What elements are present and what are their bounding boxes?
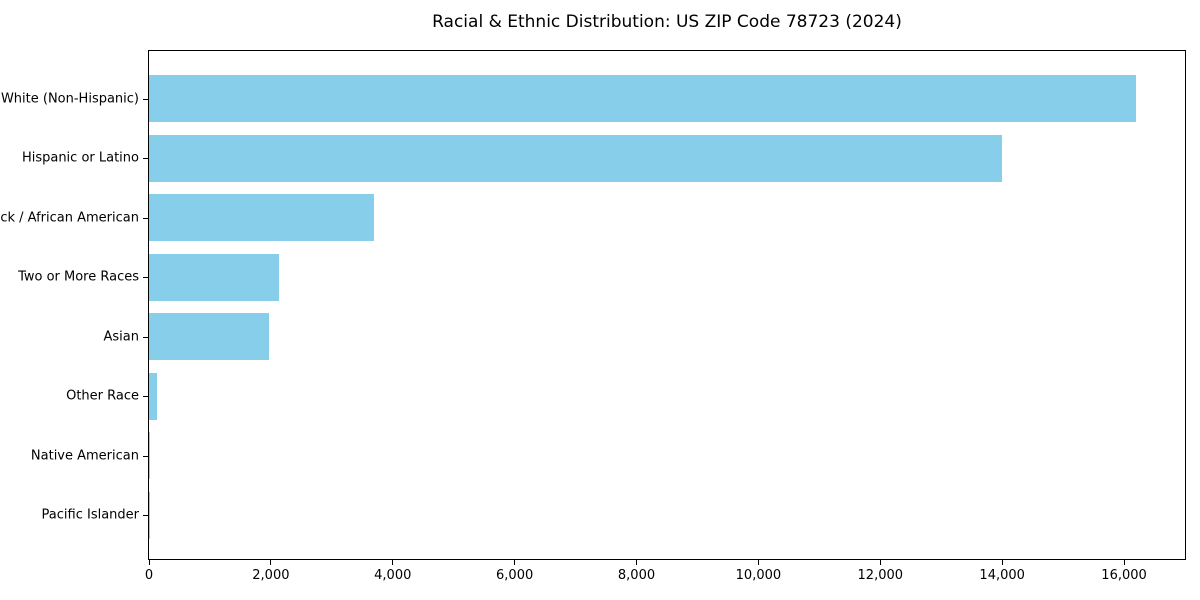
y-tick-mark <box>143 217 148 219</box>
bar-row: Asian <box>104 307 1185 367</box>
bar <box>149 253 279 301</box>
bar-row: Two or More Races <box>18 248 1185 308</box>
x-tick-label: 0 <box>144 568 154 583</box>
category-label: Native American <box>30 448 139 464</box>
category-label: Asian <box>103 329 139 345</box>
chart-title: Racial & Ethnic Distribution: US ZIP Cod… <box>432 12 902 32</box>
x-tick-mark <box>392 560 394 565</box>
x-tick-label: 4,000 <box>374 568 412 583</box>
x-tick-label: 6,000 <box>496 568 534 583</box>
bar-row: Black / African American <box>0 188 1185 248</box>
y-tick-mark <box>143 336 148 338</box>
category-label: Two or More Races <box>18 269 139 285</box>
category-label: White (Non-Hispanic) <box>0 91 139 107</box>
category-label: Other Race <box>66 388 139 404</box>
bars-container: White (Non-Hispanic) Hispanic or Latino Bl… <box>0 51 1185 559</box>
x-tick-label: 10,000 <box>735 568 782 583</box>
x-tick-label: 12,000 <box>857 568 904 583</box>
category-label: Pacific Islander <box>41 507 139 523</box>
category-label: Hispanic or Latino <box>21 150 139 166</box>
y-tick-mark <box>143 515 148 517</box>
x-tick-mark <box>757 560 759 565</box>
x-tick-label: 2,000 <box>252 568 290 583</box>
x-tick-label: 16,000 <box>1101 568 1147 583</box>
x-tick-mark <box>148 560 150 565</box>
y-tick-mark <box>143 396 148 398</box>
x-tick-mark <box>636 560 638 565</box>
x-tick-mark <box>1123 560 1125 565</box>
x-tick-mark <box>879 560 881 565</box>
bar <box>149 75 1137 123</box>
y-tick-mark <box>143 277 148 279</box>
y-tick-mark <box>143 455 148 457</box>
bar <box>149 313 270 361</box>
bar-row: Native American <box>31 426 1185 486</box>
bar <box>149 134 1003 182</box>
bar <box>149 194 375 242</box>
y-tick-mark <box>143 98 148 100</box>
x-tick-label: 14,000 <box>979 568 1025 583</box>
y-tick-mark <box>143 158 148 160</box>
x-tick-mark <box>270 560 272 565</box>
x-tick-mark <box>514 560 516 565</box>
bar-row: Other Race <box>66 367 1185 427</box>
bar <box>149 432 150 480</box>
category-label: Black / African American <box>0 210 139 226</box>
bar-row: White (Non-Hispanic) <box>1 69 1185 129</box>
x-tick-label: 8,000 <box>617 568 656 583</box>
x-tick-mark <box>1001 560 1003 565</box>
bar-row: Hispanic or Latino <box>22 129 1185 189</box>
plot-area: White (Non-Hispanic) Hispanic or Latino Bl… <box>0 50 1186 582</box>
bar <box>149 372 157 420</box>
bar-row: Pacific Islander <box>42 486 1185 546</box>
